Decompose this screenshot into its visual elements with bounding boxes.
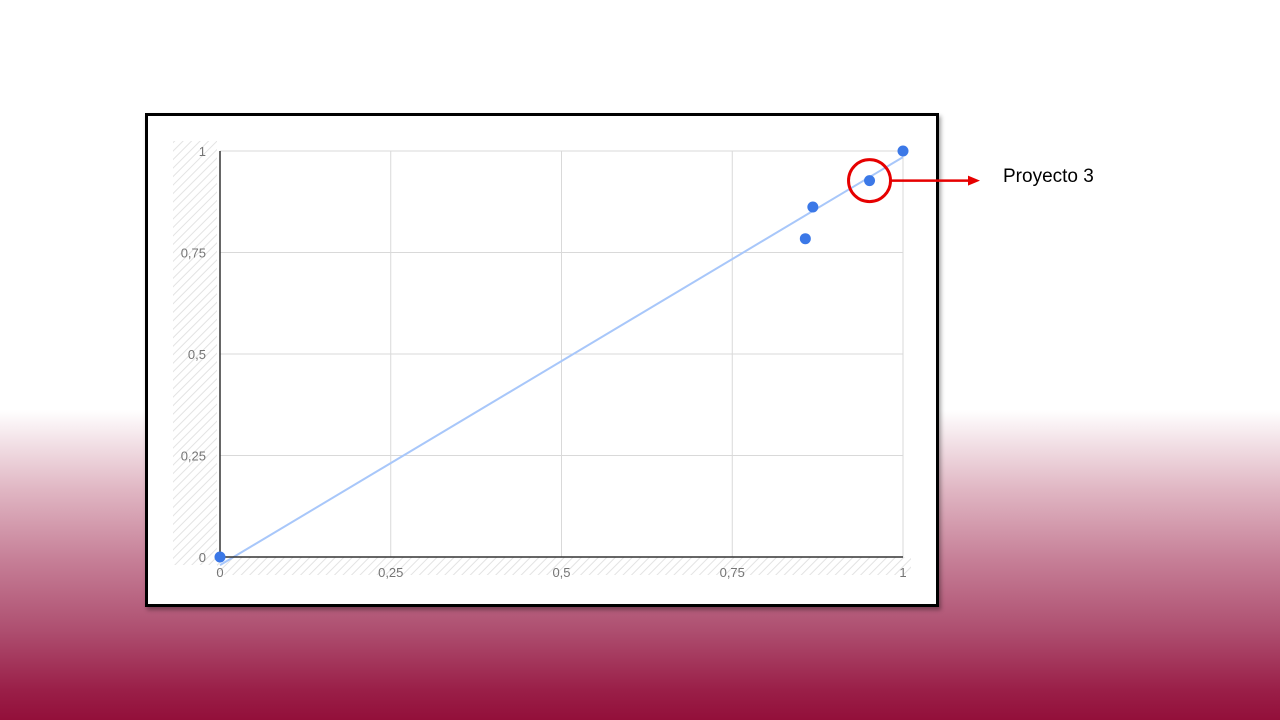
scatter-chart: 0 0,25 0,5 0,75 1 0 0,25 0,5 0,75 1: [173, 141, 911, 580]
x-tick-label: 0,75: [720, 565, 745, 580]
trendline-layer: [219, 156, 904, 566]
callout-arrow-head: [968, 175, 980, 186]
gridlines: [220, 150, 904, 557]
data-point: [807, 201, 819, 213]
y-tick-label: 0,25: [181, 449, 206, 464]
y-tick-label: 1: [199, 144, 206, 159]
x-tick-label: 0,25: [378, 565, 403, 580]
y-tick-label: 0: [199, 550, 206, 565]
data-point: [799, 233, 811, 245]
tick-labels: 0 0,25 0,5 0,75 1 0 0,25 0,5 0,75 1: [181, 144, 907, 580]
y-tick-label: 0,5: [188, 347, 206, 362]
y-axis-hatch: [173, 141, 217, 565]
chart-frame: 0 0,25 0,5 0,75 1 0 0,25 0,5 0,75 1: [145, 113, 939, 607]
y-tick-label: 0,75: [181, 246, 206, 261]
x-tick-label: 0,5: [552, 565, 570, 580]
trendline: [219, 156, 904, 566]
x-tick-label: 0: [216, 565, 223, 580]
data-point: [214, 551, 226, 563]
x-tick-label: 1: [899, 565, 906, 580]
x-axis-hatch: [217, 557, 911, 575]
callout-label: Proyecto 3: [1003, 166, 1094, 187]
axes: [219, 151, 903, 558]
data-point: [864, 175, 876, 187]
data-point: [897, 145, 909, 157]
